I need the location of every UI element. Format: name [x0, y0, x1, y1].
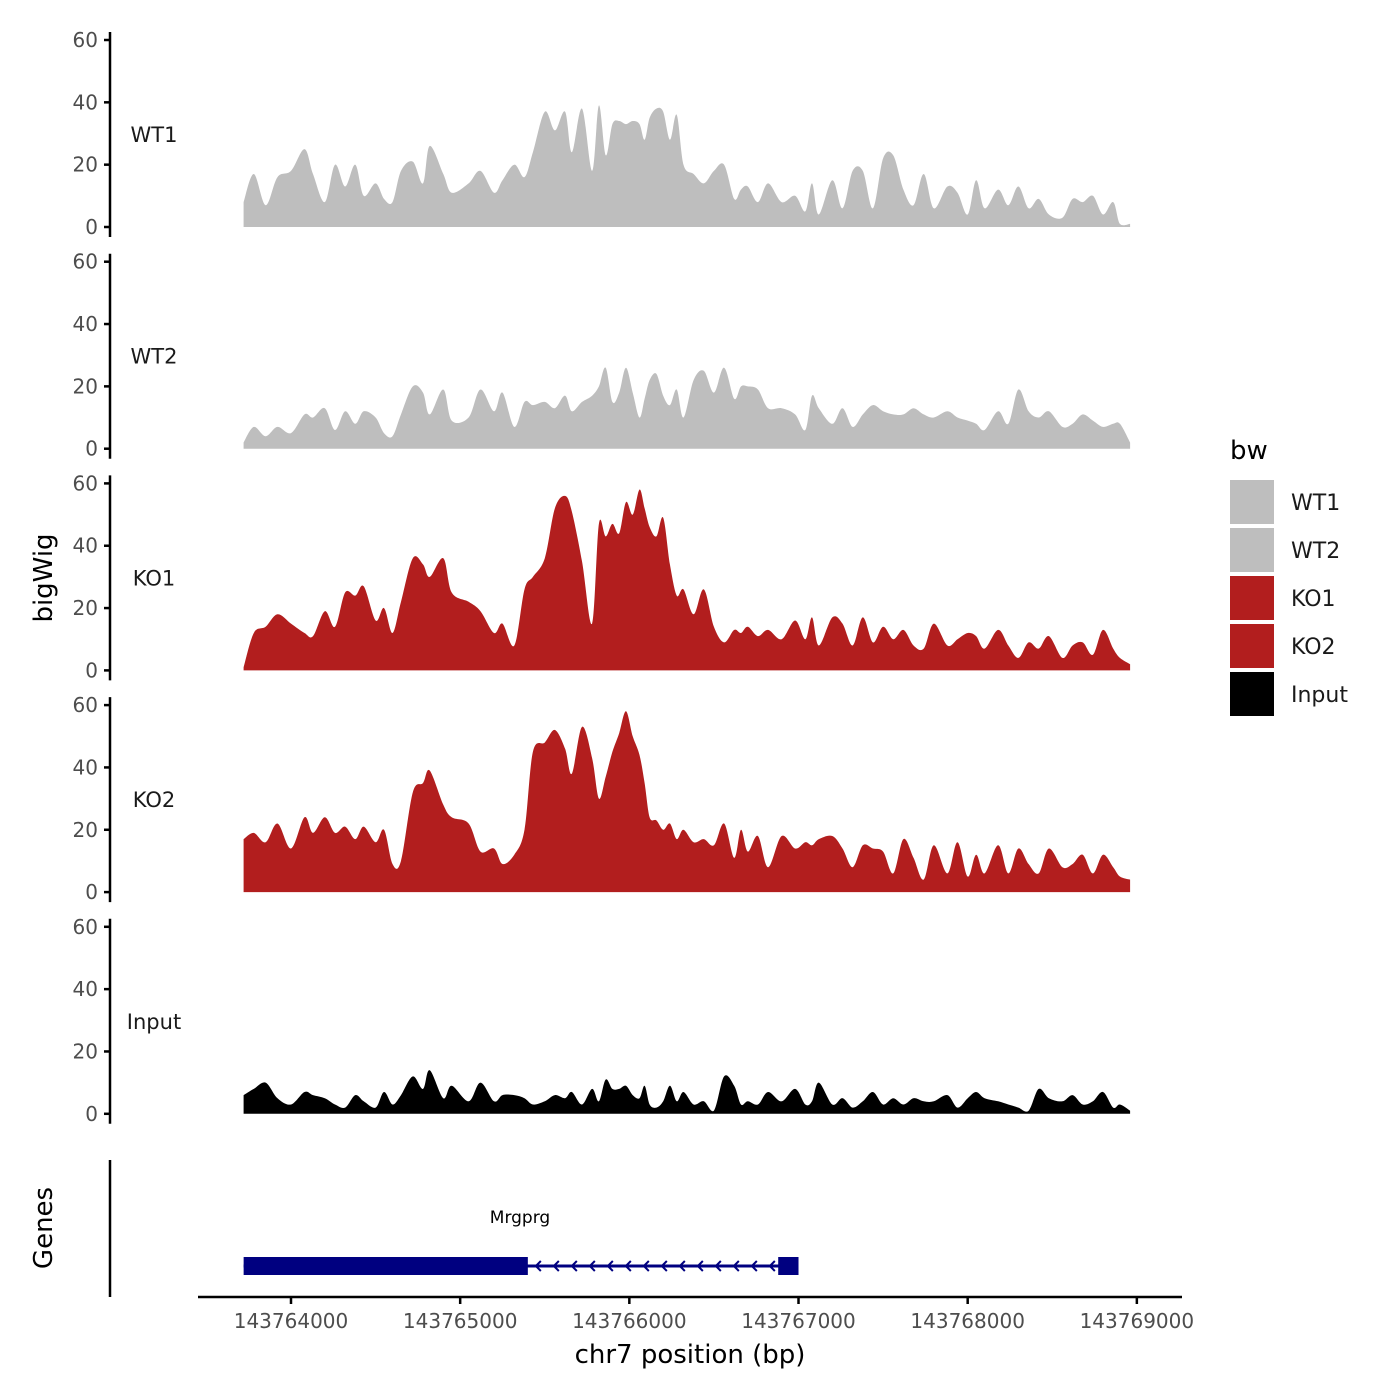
y-tick-label: 20 [73, 1039, 98, 1063]
legend-title: bw [1230, 436, 1268, 466]
legend: bw WT1 WT2 KO1 KO2 Input [1230, 436, 1348, 716]
x-tick-label: 143768000 [910, 1309, 1025, 1333]
legend-key-input [1230, 672, 1274, 716]
coverage-area-ko2 [243, 711, 1131, 893]
legend-key-ko1 [1230, 576, 1274, 620]
gene-exon [243, 1257, 528, 1275]
strand-arrow [732, 1260, 740, 1272]
track-ko1: 0 20 40 60 KO1 [73, 471, 1131, 682]
coverage-area-ko1 [243, 489, 1131, 671]
coverage-tracks: 0 20 40 60 WT1 0 20 40 60 WT2 0 20 40 60 KO1 0 20 40 60 KO2… [73, 28, 1131, 1126]
y-tick-label: 20 [73, 596, 98, 620]
track-label: Input [127, 1010, 181, 1034]
gene-name-label: Mrgprg [490, 1208, 550, 1228]
y-axis-title: bigWig [29, 533, 59, 622]
strand-arrow [750, 1260, 758, 1272]
y-tick-label: 60 [73, 693, 98, 717]
x-tick-label: 143767000 [741, 1309, 856, 1333]
y-tick-label: 20 [73, 818, 98, 842]
y-tick-label: 20 [73, 153, 98, 177]
y-tick-label: 0 [85, 437, 98, 461]
track-input: 0 20 40 60 Input [73, 915, 1131, 1126]
strand-arrow [534, 1260, 542, 1272]
gene-mrgprg: Mrgprg [243, 1208, 799, 1275]
strand-arrow [660, 1260, 668, 1272]
strand-arrow [606, 1260, 614, 1272]
legend-key-wt1 [1230, 480, 1274, 524]
strand-arrow [642, 1260, 650, 1272]
legend-label: WT1 [1291, 491, 1340, 516]
strand-arrow [624, 1260, 632, 1272]
track-wt2: 0 20 40 60 WT2 [73, 250, 1131, 461]
strand-arrow [552, 1260, 560, 1272]
y-tick-label: 60 [73, 915, 98, 939]
y-tick-label: 0 [85, 215, 98, 239]
x-axis-title: chr7 position (bp) [575, 1340, 806, 1370]
legend-key-ko2 [1230, 624, 1274, 668]
legend-label: KO1 [1291, 587, 1336, 612]
coverage-area-wt1 [243, 105, 1131, 227]
y-tick-label: 60 [73, 250, 98, 274]
y-tick-label: 0 [85, 880, 98, 904]
track-ko2: 0 20 40 60 KO2 [73, 693, 1131, 904]
strand-arrow [768, 1260, 776, 1272]
strand-arrow [714, 1260, 722, 1272]
y-tick-label: 40 [73, 534, 98, 558]
track-label: KO2 [133, 788, 176, 812]
legend-key-wt2 [1230, 528, 1274, 572]
strand-arrow [678, 1260, 686, 1272]
y-tick-label: 60 [73, 471, 98, 495]
x-tick-label: 143764000 [234, 1309, 349, 1333]
strand-arrow [588, 1260, 596, 1272]
y-tick-label: 0 [85, 658, 98, 682]
legend-label: KO2 [1291, 635, 1336, 660]
genes-track: Mrgprg [108, 1160, 799, 1297]
x-axis: 143764000 143765000 143766000 143767000 1437… [198, 1295, 1195, 1333]
gene-exon [778, 1257, 799, 1275]
x-tick-label: 143766000 [572, 1309, 687, 1333]
y-tick-label: 20 [73, 374, 98, 398]
x-tick-label: 143765000 [403, 1309, 518, 1333]
coverage-area-input [243, 1070, 1131, 1114]
y-tick-label: 40 [73, 90, 98, 114]
legend-label: Input [1291, 683, 1348, 708]
legend-label: WT2 [1291, 539, 1340, 564]
coverage-area-wt2 [243, 367, 1131, 449]
track-label: WT1 [131, 123, 178, 147]
genes-axis-title: Genes [29, 1187, 59, 1269]
strand-arrow [696, 1260, 704, 1272]
y-tick-label: 40 [73, 977, 98, 1001]
track-wt1: 0 20 40 60 WT1 [73, 28, 1131, 239]
y-tick-label: 40 [73, 312, 98, 336]
track-label: WT2 [131, 345, 178, 369]
y-tick-label: 40 [73, 755, 98, 779]
y-tick-label: 0 [85, 1102, 98, 1126]
y-tick-label: 60 [73, 28, 98, 52]
x-tick-label: 143769000 [1080, 1309, 1195, 1333]
strand-arrow [570, 1260, 578, 1272]
track-label: KO1 [133, 566, 176, 590]
